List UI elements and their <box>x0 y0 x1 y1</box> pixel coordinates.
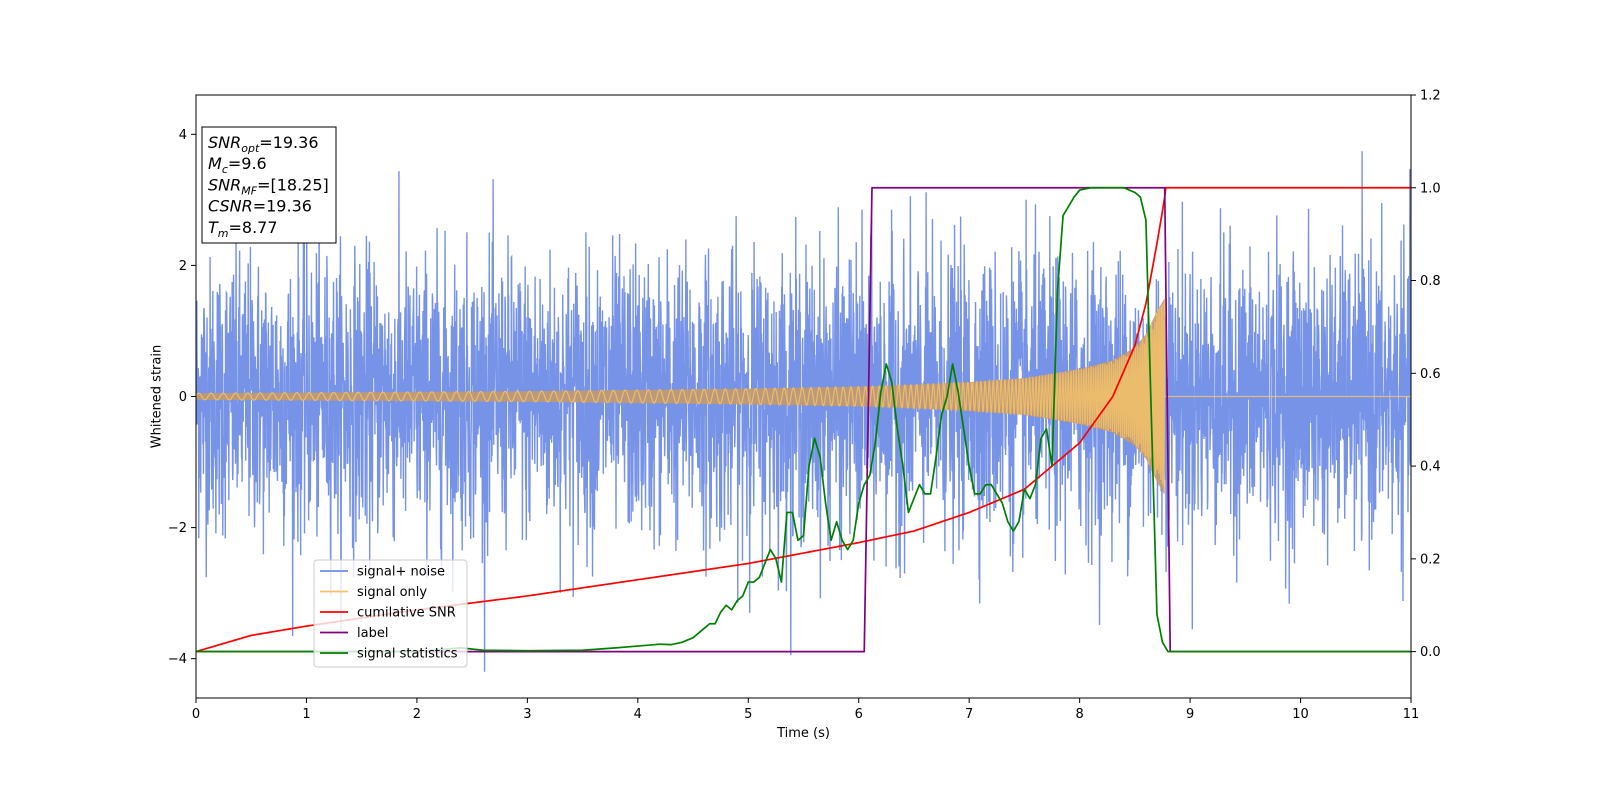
y-axis-left: −4 −2 0 2 4 <box>168 128 196 667</box>
info-line: SNRMF=[18.25] <box>208 175 329 197</box>
info-line: SNRopt=19.36 <box>208 133 319 155</box>
info-line: Mc=9.6 <box>208 154 267 176</box>
info-value: =19.36 <box>259 133 318 152</box>
legend-label: signal statistics <box>357 647 458 662</box>
x-tick-label: 7 <box>965 707 973 722</box>
x-tick-label: 0 <box>192 707 200 722</box>
info-line: CSNR=19.36 <box>208 197 312 216</box>
x-tick-label: 5 <box>744 707 752 722</box>
x-axis-title: Time (s) <box>776 726 830 741</box>
y-tick-label: 4 <box>179 128 187 143</box>
legend-frame <box>313 559 468 668</box>
x-tick-label: 4 <box>634 707 642 722</box>
legend-label: signal+ noise <box>357 565 445 580</box>
info-symbol: CSNR <box>208 197 253 216</box>
x-axis: 0 1 2 3 4 5 6 7 8 9 10 11 <box>192 698 1419 722</box>
x-tick-label: 11 <box>1403 707 1420 722</box>
info-subscript: opt <box>241 142 260 155</box>
y-tick-label: −4 <box>168 652 187 667</box>
info-value: =19.36 <box>253 197 312 216</box>
x-tick-label: 1 <box>302 707 310 722</box>
legend-label: label <box>357 626 388 641</box>
series-signal-only-line <box>196 300 1411 487</box>
info-line: Tm=8.77 <box>208 218 278 240</box>
x-tick-label: 6 <box>855 707 863 722</box>
legend-label: cumilative SNR <box>357 606 456 621</box>
y-tick-label: 2 <box>179 259 187 274</box>
info-subscript: m <box>218 227 229 240</box>
series-signal-only-envelope <box>196 298 1165 495</box>
x-tick-label: 10 <box>1292 707 1309 722</box>
y-axis-right: 0.0 0.2 0.4 0.6 0.8 1.0 1.2 <box>1411 89 1441 660</box>
info-subscript: MF <box>241 184 257 197</box>
y2-tick-label: 1.2 <box>1420 89 1441 104</box>
info-value: =8.77 <box>229 218 278 237</box>
legend: signal+ noise signal only cumilative SNR la… <box>313 559 468 668</box>
y2-tick-label: 0.8 <box>1420 274 1441 289</box>
y2-tick-label: 0.6 <box>1420 367 1441 382</box>
info-symbol: SNR <box>208 133 241 152</box>
y2-tick-label: 0.2 <box>1420 552 1441 567</box>
info-symbol: M <box>208 154 222 173</box>
y-tick-label: −2 <box>168 521 187 536</box>
info-symbol: T <box>208 218 219 237</box>
info-box-frame <box>201 126 337 244</box>
legend-label: signal only <box>357 585 427 600</box>
series-signal-statistics-line <box>196 186 1411 653</box>
y-tick-label: 0 <box>179 390 187 405</box>
x-tick-label: 8 <box>1075 707 1083 722</box>
info-value: =9.6 <box>228 154 267 173</box>
x-tick-label: 9 <box>1186 707 1194 722</box>
info-subscript: c <box>222 163 228 176</box>
x-tick-label: 3 <box>523 707 531 722</box>
y2-tick-label: 0.4 <box>1420 460 1441 475</box>
x-tick-label: 2 <box>413 707 421 722</box>
y-axis-title: Whitened strain <box>150 345 165 448</box>
info-symbol: SNR <box>208 175 241 194</box>
info-value: =[18.25] <box>257 175 329 194</box>
info-box: SNRopt=19.36Mc=9.6SNRMF=[18.25]CSNR=19.3… <box>201 126 337 244</box>
y2-tick-label: 1.0 <box>1420 181 1441 196</box>
y2-tick-label: 0.0 <box>1420 645 1441 660</box>
